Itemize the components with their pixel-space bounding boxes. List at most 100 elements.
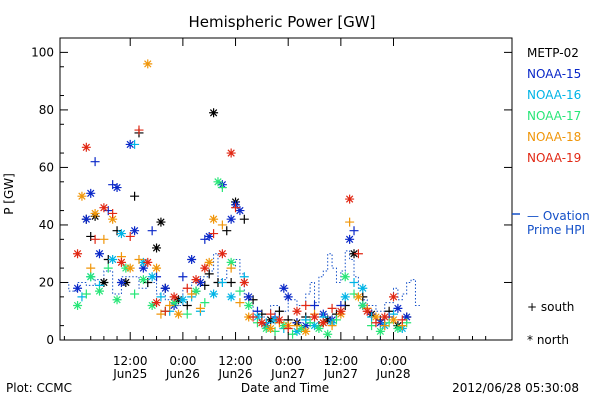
data-point-noaa-19-south [125,231,135,241]
data-point-noaa-17-north [323,329,333,339]
data-point-noaa-19-north [99,203,109,213]
data-point-noaa-15-north [402,312,412,322]
data-point-noaa-15-north [94,249,104,259]
data-point-noaa-19-south [160,306,170,316]
data-point-noaa-15-south [147,226,157,236]
data-point-noaa-19-north [81,142,91,152]
data-point-noaa-19-north [73,249,83,259]
data-point-noaa-15-north [345,234,355,244]
data-point-noaa-17-north [169,298,179,308]
data-point-noaa-19-north [310,312,320,322]
data-point-noaa-15-north [187,254,197,264]
data-point-noaa-18-south [86,263,96,273]
data-point-noaa-15-north [301,321,311,331]
data-point-noaa-17-north [86,272,96,282]
y-tick-label: 100 [31,45,54,59]
data-point-noaa-19-south [248,312,258,322]
data-point-noaa-16-north [292,326,302,336]
data-point-noaa-17-north [296,323,306,333]
x-tick-date-label: Jun26 [165,367,200,381]
data-point-noaa-17-north [244,300,254,310]
data-point-metp-02-north [156,217,166,227]
data-point-noaa-19-north [143,257,153,267]
marker-legend: + south * north [527,300,574,347]
data-point-metp-02-north [152,243,162,253]
data-point-noaa-15-north [116,277,126,287]
data-point-noaa-15-north [283,292,293,302]
data-point-noaa-15-north [235,206,245,216]
data-point-noaa-19-south [371,318,381,328]
x-tick-date-label: Jun28 [375,367,410,381]
x-tick-time-label: 0:00 [380,354,407,368]
data-point-noaa-19-north [239,277,249,287]
data-point-noaa-15-north [81,214,91,224]
data-point-noaa-18-north [209,214,219,224]
data-point-noaa-19-south [397,315,407,325]
satellite-data-points [73,59,412,339]
x-tick-date-label: Jun26 [218,367,253,381]
data-point-noaa-19-north [226,148,236,158]
data-point-noaa-15-north [160,283,170,293]
data-point-noaa-18-south [217,220,227,230]
data-point-noaa-17-north [358,300,368,310]
data-point-noaa-16-north [116,229,126,239]
data-point-noaa-19-north [362,306,372,316]
data-point-noaa-19-south [134,125,144,135]
data-point-metp-02-south [226,277,236,287]
data-point-noaa-17-north [393,323,403,333]
data-point-noaa-19-south [301,300,311,310]
data-point-noaa-15-south [178,272,188,282]
x-tick-date-label: Jun25 [112,367,147,381]
data-point-noaa-19-south [182,283,192,293]
data-point-noaa-16-south [349,277,359,287]
data-point-noaa-19-south [90,234,100,244]
data-point-noaa-18-south [165,300,175,310]
data-point-metp-02-south [274,306,284,316]
data-point-noaa-15-north [73,283,83,293]
y-tick-label: 0 [46,333,54,347]
data-point-noaa-18-north [152,263,162,273]
data-point-noaa-15-north [244,292,254,302]
y-tick-label: 20 [39,275,54,289]
data-point-noaa-17-south [305,318,315,328]
data-point-noaa-19-north [191,275,201,285]
data-point-noaa-17-south [81,289,91,299]
data-point-metp-02-north [99,277,109,287]
x-axis-label: Date and Time [241,381,329,395]
data-point-noaa-18-south [345,217,355,227]
data-point-noaa-16-south [130,139,140,149]
data-point-noaa-18-north [173,309,183,319]
x-tick-time-label: 12:00 [218,354,253,368]
data-point-noaa-19-south [231,203,241,213]
data-point-noaa-15-south [90,157,100,167]
data-point-noaa-16-north [108,254,118,264]
data-point-noaa-18-north [353,292,363,302]
legend-item-noaa-15: NOAA-15 [527,67,581,81]
data-point-noaa-18-south [380,321,390,331]
data-point-metp-02-south [239,214,249,224]
data-point-noaa-16-north [147,272,157,282]
data-point-noaa-19-north [152,298,162,308]
ovation-legend-label-2: Prime HPI [527,223,585,237]
data-point-noaa-19-north [169,292,179,302]
data-point-noaa-16-north [209,289,219,299]
plot-frame [59,37,513,341]
data-point-noaa-18-north [371,312,381,322]
x-tick-time-label: 0:00 [275,354,302,368]
data-point-noaa-19-north [318,318,328,328]
data-point-noaa-15-south [349,226,359,236]
data-point-metp-02-south [182,300,192,310]
data-point-noaa-18-north [204,257,214,267]
data-point-metp-02-north [209,108,219,118]
data-point-noaa-19-north [257,318,267,328]
data-point-noaa-15-north [130,226,140,236]
x-tick-time-label: 12:00 [324,354,359,368]
x-tick-time-label: 0:00 [169,354,196,368]
data-point-noaa-17-north [340,272,350,282]
data-point-noaa-19-south [353,249,363,259]
data-point-noaa-18-south [134,254,144,264]
data-point-noaa-19-south [266,309,276,319]
data-point-noaa-19-south [327,303,337,313]
data-point-noaa-18-south [99,234,109,244]
